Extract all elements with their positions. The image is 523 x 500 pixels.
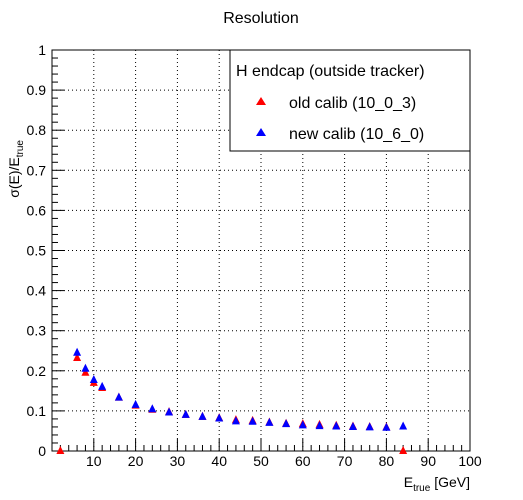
y-tick-label: 0.4 — [27, 283, 47, 299]
new-calib-point — [332, 421, 341, 430]
y-tick-labels: 0 0.1 0.2 0.3 0.4 0.5 0.6 0.7 0.8 0.9 1 — [27, 42, 47, 459]
new-calib-point — [265, 417, 274, 426]
chart-title: Resolution — [223, 10, 299, 27]
legend-box — [229, 49, 471, 152]
y-tick-label: 0.1 — [27, 403, 47, 419]
new-calib-point — [365, 422, 374, 431]
y-axis-label: σ(E)/Etrue — [6, 140, 26, 198]
new-calib-point — [114, 392, 123, 401]
new-calib-point — [382, 422, 391, 431]
x-axis-label-sub: true — [413, 483, 431, 494]
axis-ticks — [51, 49, 471, 452]
new-calib-point — [282, 419, 291, 428]
new-calib-point — [165, 407, 174, 416]
x-tick-label: 70 — [337, 453, 353, 469]
old-calib-point — [399, 446, 408, 454]
x-tick-label: 10 — [86, 453, 102, 469]
data-markers — [56, 347, 408, 454]
x-axis-label: Etrue [GeV] — [404, 474, 470, 494]
legend: H endcap (outside tracker) old calib (10… — [229, 49, 471, 152]
x-tick-label: 60 — [295, 453, 311, 469]
y-tick-label: 0.8 — [27, 122, 47, 138]
legend-title: H endcap (outside tracker) — [236, 63, 425, 80]
legend-marker-old — [256, 97, 266, 105]
y-tick-label: 1 — [38, 42, 46, 58]
new-calib-point — [81, 363, 90, 372]
legend-marker-new — [256, 128, 266, 136]
x-axis-label-unit: [GeV] — [430, 474, 470, 490]
new-calib-point — [89, 375, 98, 384]
y-tick-label: 0 — [38, 443, 46, 459]
new-calib-point — [131, 399, 140, 408]
new-calib-point — [315, 421, 324, 430]
new-calib-point — [399, 421, 408, 430]
y-tick-label: 0.5 — [27, 243, 47, 259]
new-calib-point — [148, 404, 157, 413]
x-tick-label: 30 — [170, 453, 186, 469]
y-tick-label: 0.9 — [27, 82, 47, 98]
x-tick-label: 80 — [379, 453, 395, 469]
x-tick-label: 50 — [253, 453, 269, 469]
x-axis-label-main: E — [404, 474, 413, 490]
y-tick-label: 0.6 — [27, 202, 47, 218]
y-tick-label: 0.3 — [27, 323, 47, 339]
x-tick-label: 90 — [420, 453, 436, 469]
old-calib-point — [73, 352, 82, 361]
y-tick-label: 0.2 — [27, 363, 47, 379]
y-axis-label-sub: true — [15, 140, 26, 158]
old-calib-point — [81, 367, 90, 376]
new-calib-point — [215, 413, 224, 422]
new-calib-point — [181, 409, 190, 418]
y-tick-label: 0.7 — [27, 162, 47, 178]
new-calib-point — [198, 411, 207, 420]
x-tick-label: 20 — [128, 453, 144, 469]
legend-entry-old: old calib (10_0_3) — [289, 95, 416, 112]
legend-entry-new: new calib (10_6_0) — [289, 126, 424, 143]
y-axis-label-main: σ(E)/E — [6, 157, 22, 198]
x-tick-labels: 10 20 30 40 50 60 70 80 90 100 — [86, 453, 482, 469]
new-calib-point — [348, 421, 357, 430]
new-calib-point — [231, 416, 240, 425]
new-calib-point — [248, 416, 257, 425]
new-calib-point — [298, 420, 307, 429]
x-tick-label: 40 — [211, 453, 227, 469]
new-calib-point — [73, 347, 82, 356]
new-calib-point — [98, 381, 107, 390]
old-calib-point — [56, 446, 65, 454]
x-tick-label: 100 — [458, 453, 482, 469]
